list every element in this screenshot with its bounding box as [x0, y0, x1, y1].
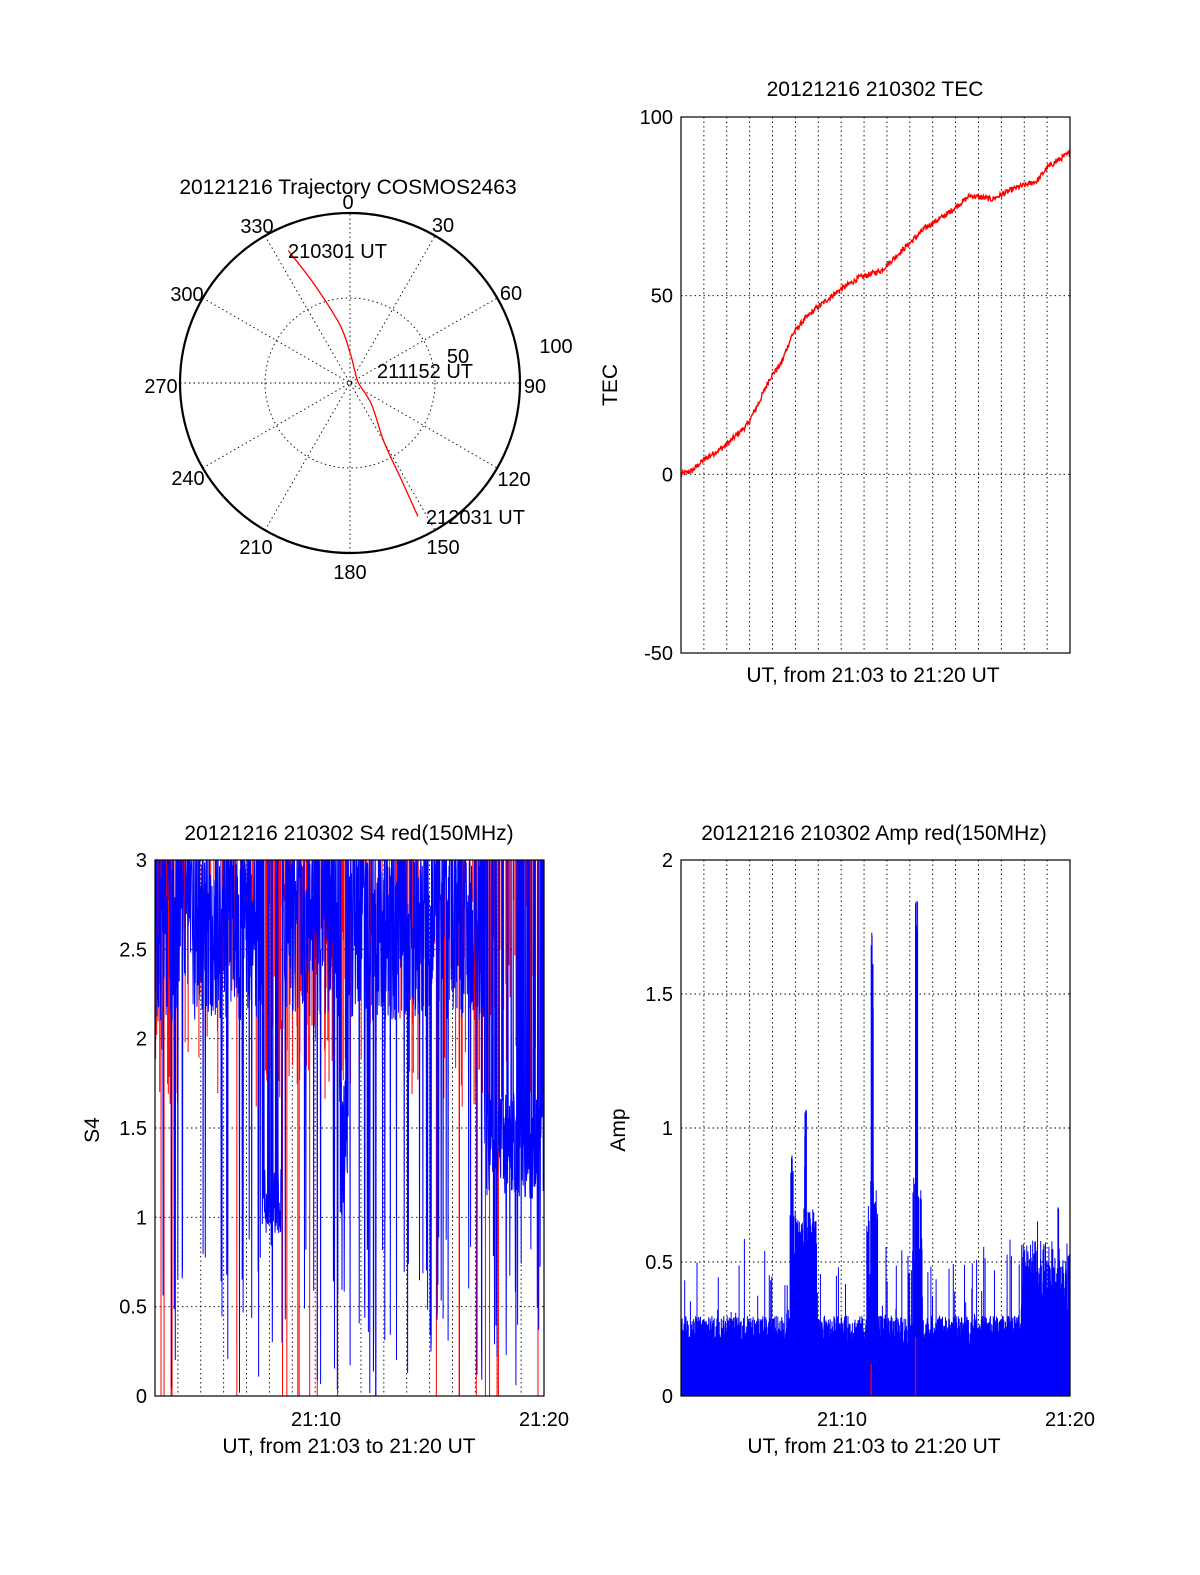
y-tick-label: 2.5 [119, 939, 147, 961]
y-tick-label: 0 [662, 464, 673, 486]
trajectory-chart: 20121216 Trajectory COSMOS2463 0 30 60 90 12… [144, 176, 572, 584]
polar-ring [264, 297, 436, 469]
s4-y-ticks: 3 2.5 2 1.5 1 0.5 0 [119, 850, 147, 1408]
s4-blue-series [154, 858, 545, 1396]
trajectory-mid-label: 211152 UT [377, 361, 473, 383]
tec-y-ticks: 100 50 0 -50 [640, 107, 673, 665]
y-tick-label: 2 [662, 850, 673, 872]
azimuth-label: 0 [342, 192, 353, 214]
s4-y-label: S4 [81, 1117, 104, 1143]
amp-y-ticks: 2 1.5 1 0.5 0 [645, 850, 673, 1408]
ring-label-50: 50 [447, 346, 469, 368]
polar-outer-ring [178, 211, 522, 555]
azimuth-label: 270 [144, 376, 177, 398]
amp-blue-series [680, 901, 1071, 1396]
s4-plot-frame [154, 859, 545, 1397]
trajectory-path [287, 250, 419, 517]
azimuth-label: 330 [240, 216, 273, 238]
y-tick-label: 1.5 [645, 984, 673, 1006]
azimuth-labels: 0 30 60 90 120 150 180 210 240 270 300 330 [144, 192, 546, 584]
azimuth-label: 300 [170, 284, 203, 306]
y-tick-label: 1 [136, 1207, 147, 1229]
y-tick-label: 0.5 [119, 1297, 147, 1319]
tec-series-line [680, 148, 1071, 478]
polar-grid [180, 213, 520, 553]
y-tick-label: 50 [651, 286, 673, 308]
amp-plot-frame [680, 859, 1071, 1397]
azimuth-label: 90 [524, 376, 546, 398]
tec-y-label: TEC [599, 364, 622, 406]
y-tick-label: 0.5 [645, 1252, 673, 1274]
trajectory-start-label: 210301 UT [288, 241, 387, 263]
azimuth-label: 120 [497, 469, 530, 491]
y-tick-label: 0 [662, 1386, 673, 1408]
tec-x-label: UT, from 21:03 to 21:20 UT [746, 664, 999, 687]
amp-x-tick-2110: 21:10 [817, 1409, 867, 1431]
s4-x-tick-2110: 21:10 [291, 1409, 341, 1431]
s4-x-tick-2120: 21:20 [519, 1409, 569, 1431]
y-tick-label: 100 [640, 107, 673, 129]
y-tick-label: 2 [136, 1029, 147, 1051]
trajectory-title: 20121216 Trajectory COSMOS2463 [179, 176, 516, 199]
amp-red-series [870, 1337, 917, 1396]
azimuth-label: 150 [426, 537, 459, 559]
s4-x-label: UT, from 21:03 to 21:20 UT [222, 1435, 475, 1458]
amp-x-label: UT, from 21:03 to 21:20 UT [747, 1435, 1000, 1458]
amp-x-tick-2120: 21:20 [1045, 1409, 1095, 1431]
azimuth-label: 180 [333, 562, 366, 584]
tec-plot-frame [680, 116, 1071, 654]
s4-chart: 20121216 210302 S4 red(150MHz) 3 2.5 2 1.5 1… [81, 822, 569, 1458]
amp-chart: 20121216 210302 Amp red(150MHz) 2 1.5 1 0.5… [607, 822, 1095, 1458]
amp-title: 20121216 210302 Amp red(150MHz) [701, 822, 1047, 845]
trajectory-end-label: 212031 UT [426, 507, 525, 529]
s4-title: 20121216 210302 S4 red(150MHz) [184, 822, 513, 845]
y-tick-label: -50 [644, 643, 673, 665]
tec-title: 20121216 210302 TEC [767, 78, 984, 101]
azimuth-label: 240 [171, 468, 204, 490]
azimuth-label: 210 [239, 537, 272, 559]
y-tick-label: 3 [136, 850, 147, 872]
azimuth-label: 30 [432, 215, 454, 237]
y-tick-label: 1 [662, 1118, 673, 1140]
tec-grid [681, 117, 1070, 653]
ring-label-100: 100 [539, 336, 572, 358]
tec-chart: 20121216 210302 TEC 100 50 0 -50 TEC UT, fr… [599, 78, 1071, 687]
y-tick-label: 0 [136, 1386, 147, 1408]
y-tick-label: 1.5 [119, 1118, 147, 1140]
azimuth-label: 60 [500, 283, 522, 305]
amp-y-label: Amp [607, 1108, 630, 1151]
